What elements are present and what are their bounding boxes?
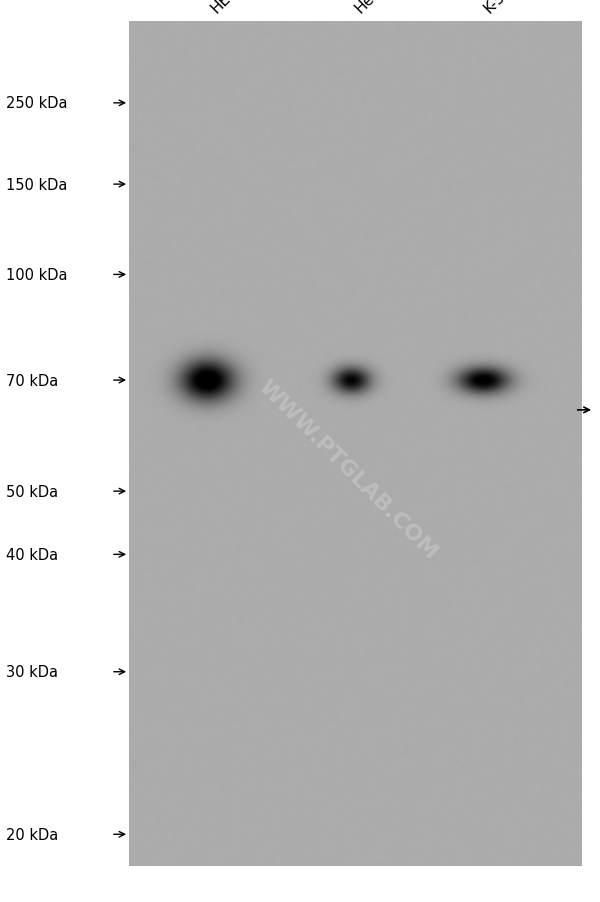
Bar xyxy=(129,23,582,866)
Text: 40 kDa: 40 kDa xyxy=(6,548,58,562)
Text: K-562: K-562 xyxy=(481,0,523,16)
Text: 250 kDa: 250 kDa xyxy=(6,97,67,111)
Text: HEK-293: HEK-293 xyxy=(208,0,265,16)
Text: 70 kDa: 70 kDa xyxy=(6,373,58,388)
Text: HeLa: HeLa xyxy=(352,0,391,16)
Text: 20 kDa: 20 kDa xyxy=(6,827,58,842)
Text: 100 kDa: 100 kDa xyxy=(6,268,67,282)
Text: 150 kDa: 150 kDa xyxy=(6,178,67,192)
Text: WWW.PTGLAB.COM: WWW.PTGLAB.COM xyxy=(254,376,442,562)
Text: 30 kDa: 30 kDa xyxy=(6,665,58,679)
Text: 50 kDa: 50 kDa xyxy=(6,484,58,499)
Bar xyxy=(0,0,132,902)
